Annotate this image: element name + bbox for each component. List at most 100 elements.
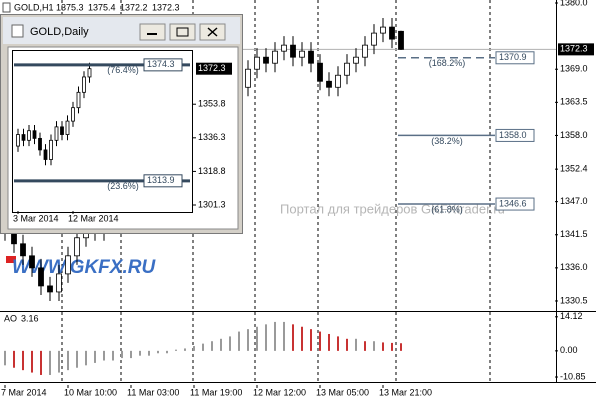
y-tick-label: 1380.0	[560, 0, 588, 7]
logo-flag	[6, 256, 16, 263]
indicator-title: AO	[4, 313, 17, 323]
ao-panel: AO 3.16 14.12 0.00 -10.85	[4, 311, 586, 381]
ao-bar	[283, 321, 285, 351]
ao-bar	[31, 350, 33, 373]
y-tick-label: 1318.8	[198, 166, 226, 176]
level-value: 1346.6	[499, 198, 527, 208]
candle-body	[38, 267, 44, 287]
ao-bar	[112, 350, 114, 361]
maximize-icon	[176, 27, 189, 37]
ao-bar	[40, 350, 42, 375]
ao-bar	[22, 350, 24, 371]
candle-body	[38, 137, 42, 151]
level-value: 1370.9	[499, 52, 527, 62]
x-tick-label: 10 Mar 10:00	[64, 387, 117, 397]
ao-bar	[166, 350, 168, 354]
level-box	[495, 197, 535, 211]
candle-body	[74, 237, 80, 257]
last-price: 1372.3	[198, 63, 226, 73]
x-tick-label: 13 Mar 05:00	[316, 387, 369, 397]
ao-bar	[130, 350, 132, 359]
y-tick-label: 1341.5	[560, 229, 588, 239]
candle-body	[380, 26, 386, 34]
candle-body	[65, 255, 71, 275]
candle-body	[82, 76, 86, 93]
candle-body	[60, 126, 64, 135]
ao-bar	[103, 350, 105, 361]
last-price: 1372.3	[560, 44, 588, 54]
ao-bar	[184, 348, 186, 351]
logo: WWW.GKFX.RU	[12, 257, 156, 278]
level-value: 1313.9	[147, 175, 175, 185]
x-tick-label: 12 Mar 2014	[68, 213, 119, 223]
x-tick-label: 3 Mar 2014	[13, 213, 59, 223]
candle-body	[308, 50, 314, 64]
x-tick-label: 13 Mar 21:00	[379, 387, 432, 397]
candle-body	[49, 139, 53, 160]
candle-body	[317, 62, 323, 82]
minimize-button[interactable]	[139, 23, 166, 41]
ao-bar	[193, 346, 195, 351]
candle-body	[21, 134, 26, 141]
y-tick-label: 1347.0	[560, 196, 588, 206]
level-value: 1358.0	[499, 130, 527, 140]
watermark: Портал для трейдеров GKFXtrader.ru	[280, 201, 505, 216]
candle-body	[389, 26, 395, 40]
ao-bar	[76, 350, 78, 368]
x-tick-label: 11 Mar 03:00	[127, 387, 179, 397]
ao-bar	[328, 333, 330, 351]
ao-bar	[202, 343, 204, 351]
header-price: 1375.3	[56, 2, 84, 12]
period-separators	[61, 0, 491, 382]
header-price: 1375.4	[88, 2, 116, 12]
header-price: 1372.2	[120, 2, 148, 12]
y-tick-label: 1336.3	[198, 132, 226, 142]
candle-body	[398, 30, 404, 50]
x-tick-label: 11 Mar 19:00	[190, 387, 242, 397]
ao-bar	[211, 341, 213, 351]
level-box	[143, 174, 183, 188]
x-tick-label: 7 Mar 2014	[1, 387, 47, 397]
candle-body	[290, 44, 296, 58]
y-tick-label: 1330.5	[560, 295, 588, 305]
candle-body	[371, 32, 377, 46]
y-tick-label: 1363.5	[560, 97, 588, 107]
candle-body	[362, 44, 368, 58]
window-icon	[11, 24, 24, 38]
ao-bar	[382, 342, 384, 351]
level-name: (76.4%)	[107, 65, 139, 75]
y-tick-label: 1352.4	[560, 164, 588, 174]
y-tick-label: 1301.3	[198, 199, 226, 209]
ao-bar	[220, 338, 222, 351]
candle-body	[326, 80, 332, 88]
y-tick-label: -10.85	[560, 371, 586, 381]
level-box	[143, 58, 183, 72]
y-tick-label: 1336.0	[560, 262, 588, 272]
last-price-box	[558, 43, 594, 56]
ao-bar	[319, 331, 321, 351]
maximize-button[interactable]	[169, 23, 196, 41]
level-name: (61.8%)	[431, 204, 463, 214]
last-price-box	[196, 62, 232, 75]
level-name: (168.2%)	[429, 58, 466, 68]
candle-body	[353, 56, 359, 64]
ao-bar	[373, 341, 375, 351]
ao-bar	[274, 321, 276, 351]
ao-bar	[400, 343, 402, 351]
y-tick-label: 14.12	[560, 311, 583, 321]
ao-bar	[94, 350, 96, 363]
level-name: (23.6%)	[107, 181, 139, 191]
candle-body	[263, 56, 269, 64]
y-tick-label: 1369.0	[560, 64, 588, 74]
candle-body	[54, 126, 59, 141]
candle-body	[299, 50, 305, 58]
candle-body	[56, 273, 62, 293]
window-title: GOLD,Daily	[30, 26, 89, 38]
candle-body	[87, 68, 92, 78]
ao-bar	[238, 331, 240, 351]
level-box	[495, 51, 535, 65]
ao-bar	[85, 350, 87, 366]
candle-body	[47, 285, 53, 293]
ao-bar	[346, 338, 348, 351]
candle-body	[32, 130, 37, 139]
